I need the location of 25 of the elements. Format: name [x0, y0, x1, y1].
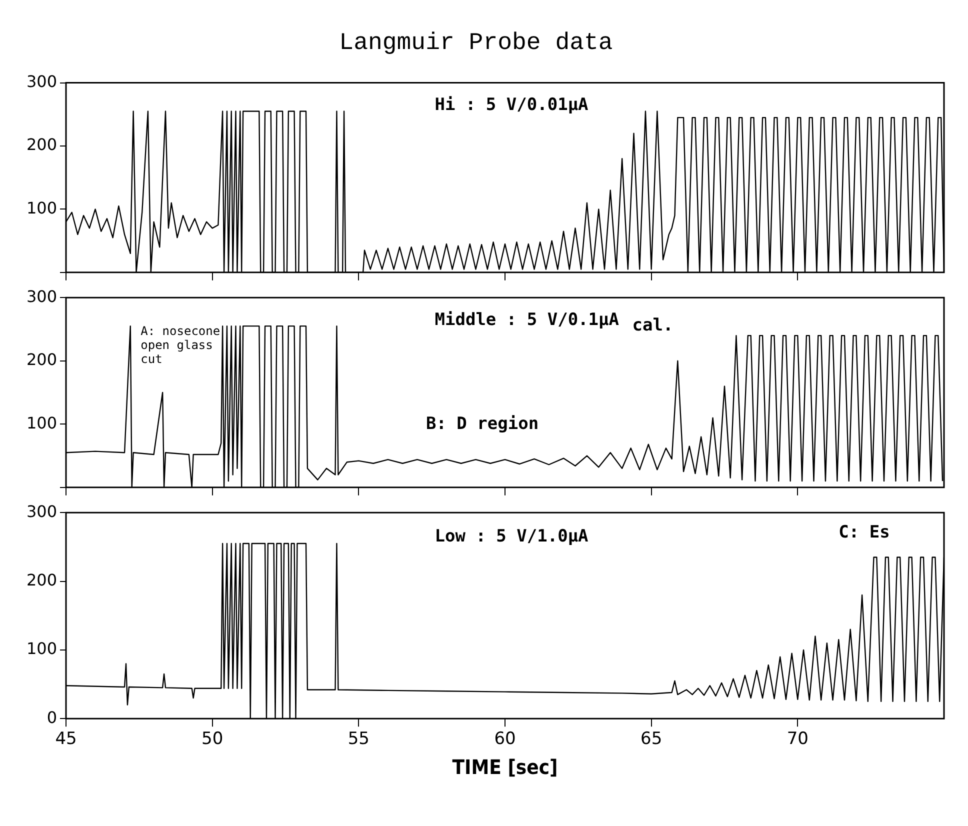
annotation: A: nosecone open glass cut	[140, 324, 220, 366]
y-tick-label: 200	[26, 135, 57, 154]
y-tick-label: 300	[26, 286, 57, 306]
y-tick-label: 100	[26, 198, 57, 218]
x-axis-title: TIME [sec]	[452, 755, 558, 780]
annotation: Hi : 5 V/0.01μA	[434, 94, 588, 115]
annotation: Low : 5 V/1.0μA	[434, 526, 588, 547]
y-tick-label: 200	[26, 570, 57, 590]
x-tick-label: 65	[640, 729, 662, 750]
x-tick-label: 70	[786, 729, 808, 750]
annotation: Middle : 5 V/0.1μA	[434, 310, 619, 330]
annotation: C: Es	[838, 522, 890, 543]
x-tick-label: 45	[55, 729, 77, 750]
y-tick-label: 300	[26, 502, 57, 521]
y-tick-label: 100	[26, 413, 57, 432]
y-tick-label: 0	[46, 708, 57, 727]
x-tick-label: 60	[494, 729, 516, 750]
x-tick-label: 50	[202, 729, 224, 750]
chart-title: Langmuir Probe data	[339, 30, 613, 57]
x-tick-label: 55	[348, 729, 370, 750]
annotation: cal.	[632, 315, 674, 336]
y-tick-label: 300	[26, 72, 57, 91]
y-tick-label: 100	[26, 639, 57, 658]
annotation: B: D region	[426, 414, 539, 434]
y-tick-label: 200	[26, 350, 57, 370]
